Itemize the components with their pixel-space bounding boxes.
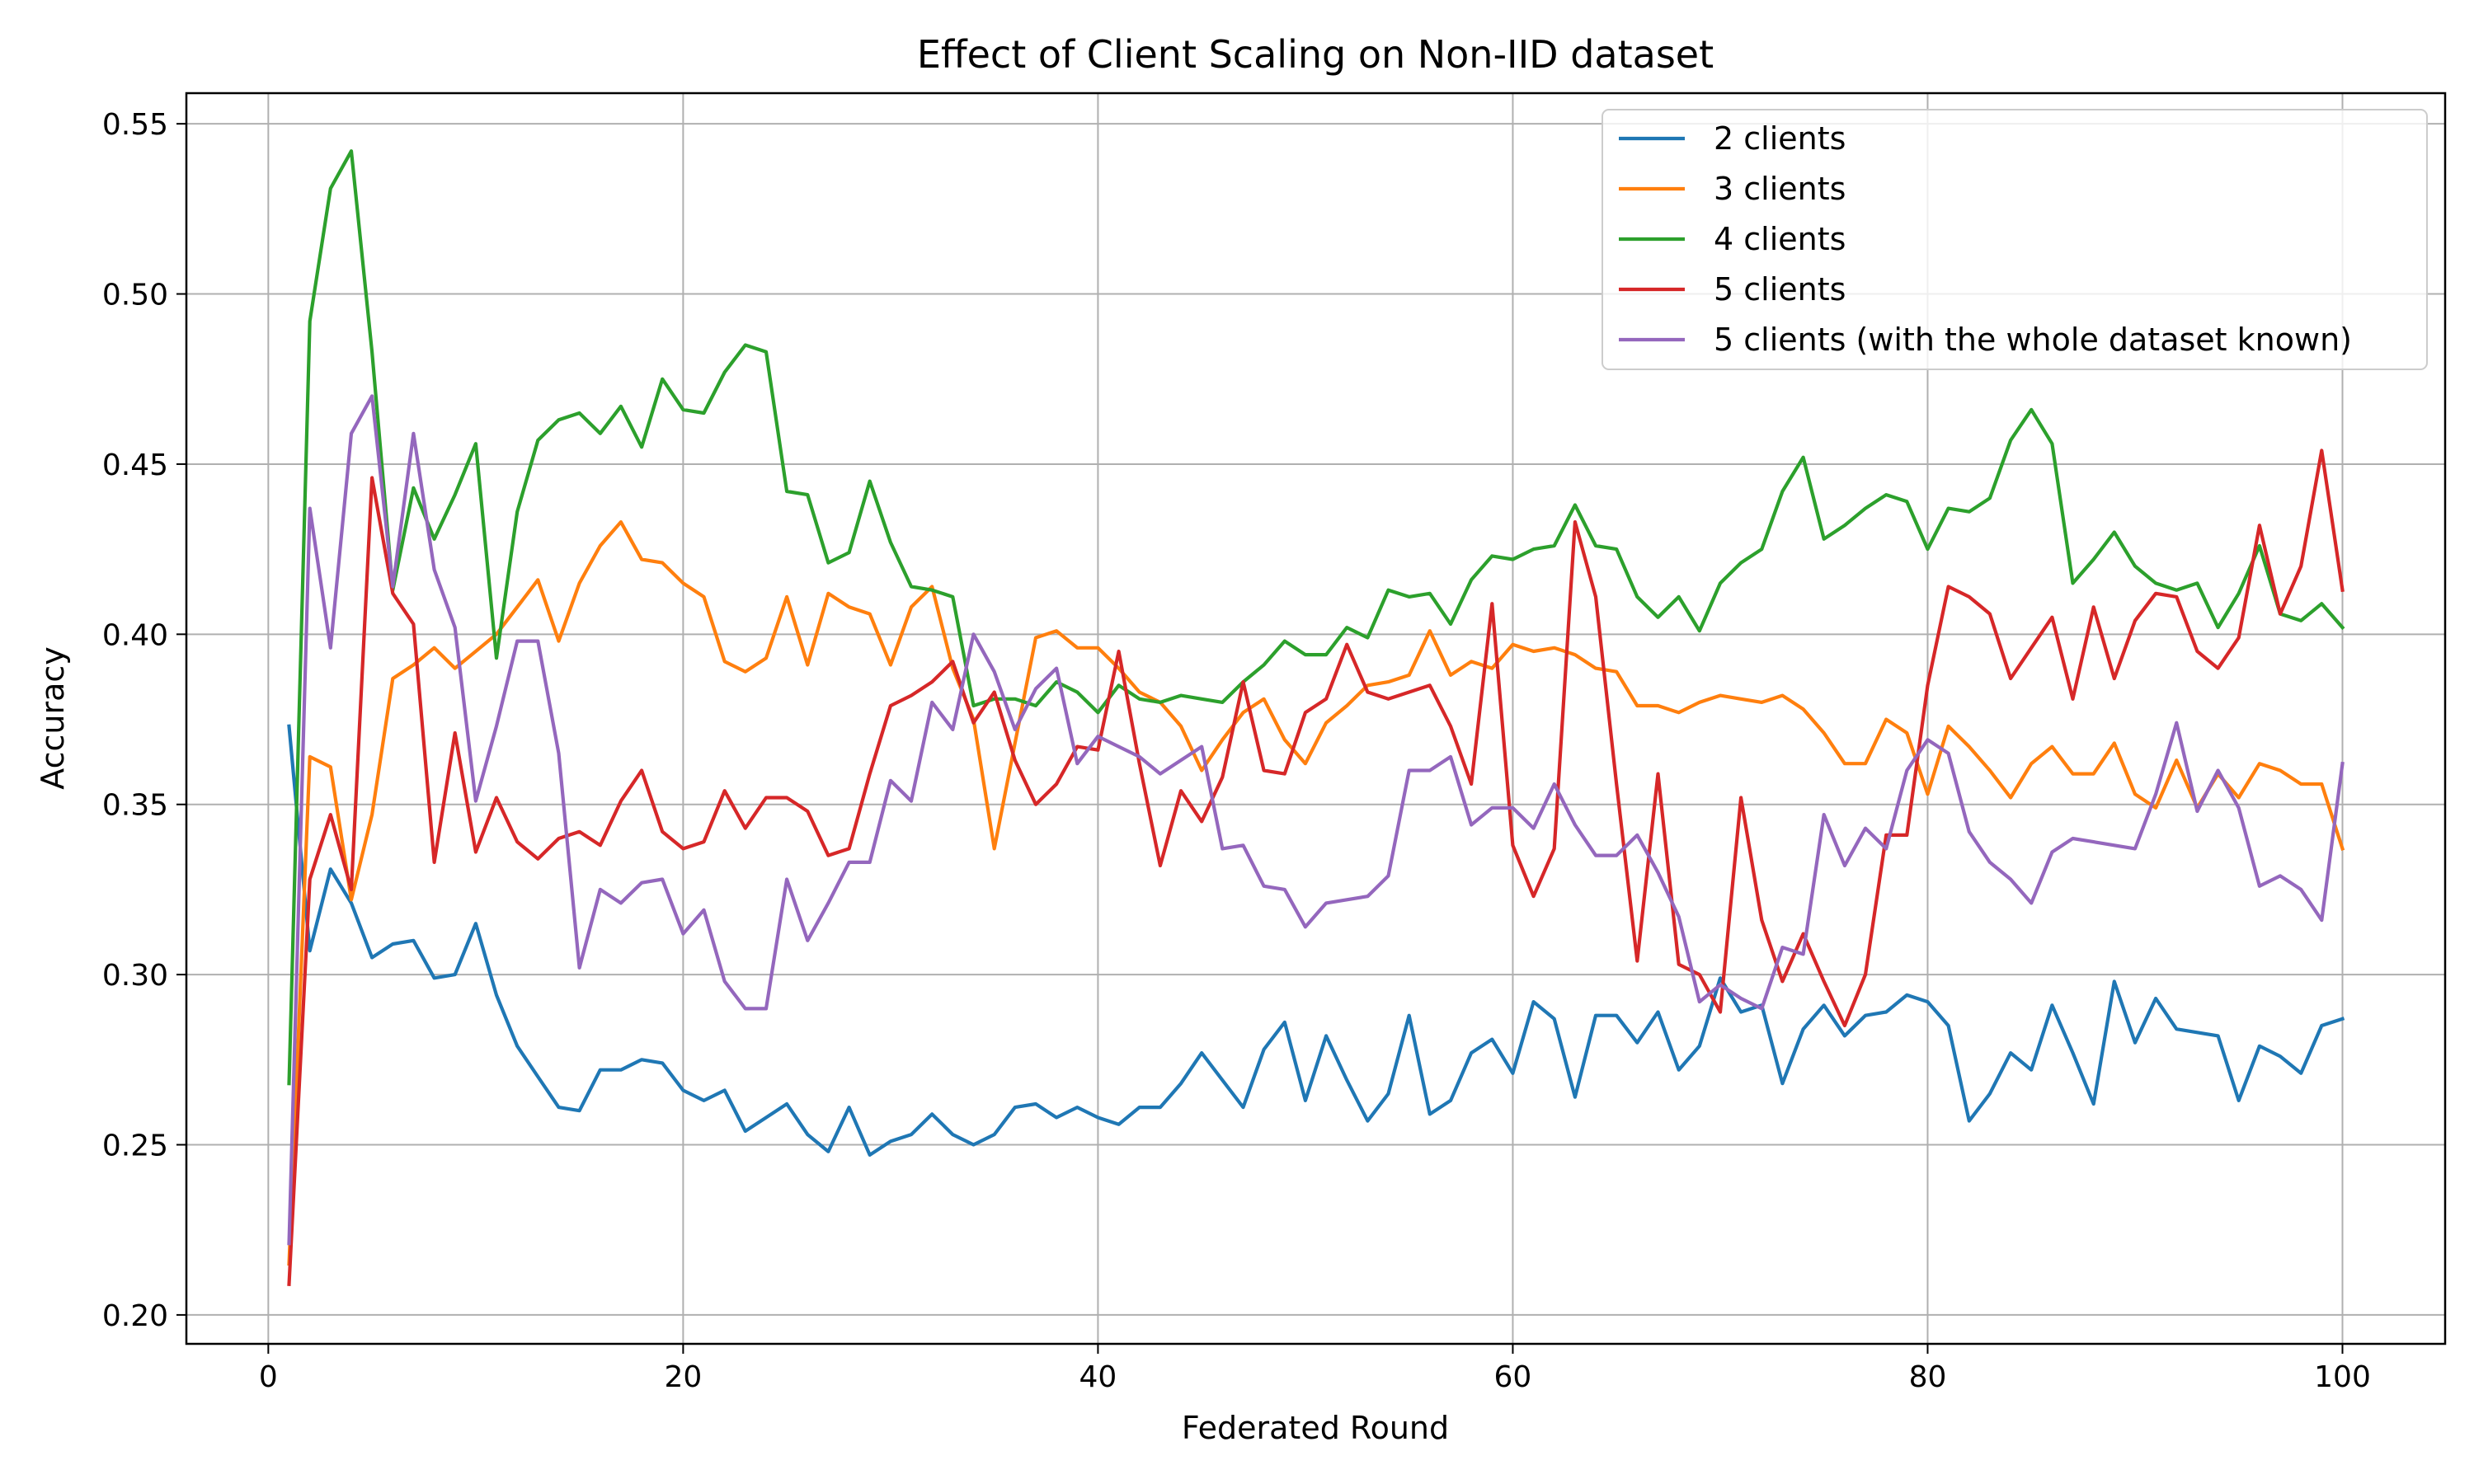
series-lines <box>287 149 2345 1287</box>
series-line-3 <box>287 149 2345 1086</box>
x-tick-label: 100 <box>2314 1360 2371 1394</box>
x-tick-label: 20 <box>664 1360 702 1394</box>
y-axis-label: Accuracy <box>35 646 71 790</box>
x-axis: 0 20 40 60 80 100 <box>259 1344 2371 1394</box>
legend-label: 5 clients (with the whole dataset known) <box>1714 322 2352 358</box>
series-line-5 <box>287 394 2345 1246</box>
series-line-4 <box>287 448 2345 1287</box>
plot-frame <box>185 92 2447 1345</box>
series-line-2 <box>287 519 2345 1266</box>
y-tick-label: 0.35 <box>102 789 168 823</box>
legend-label: 3 clients <box>1714 171 1846 207</box>
legend-label: 4 clients <box>1714 221 1846 257</box>
y-tick-label: 0.25 <box>102 1129 168 1163</box>
legend-frame <box>1602 109 2428 370</box>
chart-title: Effect of Client Scaling on Non-IID data… <box>917 32 1714 77</box>
y-tick-label: 0.55 <box>102 108 168 142</box>
y-tick-label: 0.20 <box>102 1299 168 1333</box>
legend-label: 2 clients <box>1714 120 1846 157</box>
series-line-1 <box>287 724 2345 1158</box>
y-axis: 0.20 0.25 0.30 0.35 0.40 0.45 0.50 0.55 <box>102 108 186 1333</box>
x-tick-label: 60 <box>1494 1360 1532 1394</box>
y-tick-label: 0.30 <box>102 959 168 993</box>
y-tick-label: 0.45 <box>102 448 168 482</box>
x-tick-label: 80 <box>1909 1360 1947 1394</box>
legend-label: 5 clients <box>1714 271 1846 308</box>
legend: 2 clients 3 clients 4 clients 5 clients 5 cl… <box>1602 109 2428 370</box>
x-tick-label: 40 <box>1079 1360 1117 1394</box>
x-tick-label: 0 <box>259 1360 278 1394</box>
y-tick-label: 0.50 <box>102 279 168 312</box>
grid-lines <box>186 93 2445 1344</box>
x-axis-label: Federated Round <box>1182 1410 1449 1446</box>
y-tick-label: 0.40 <box>102 618 168 652</box>
